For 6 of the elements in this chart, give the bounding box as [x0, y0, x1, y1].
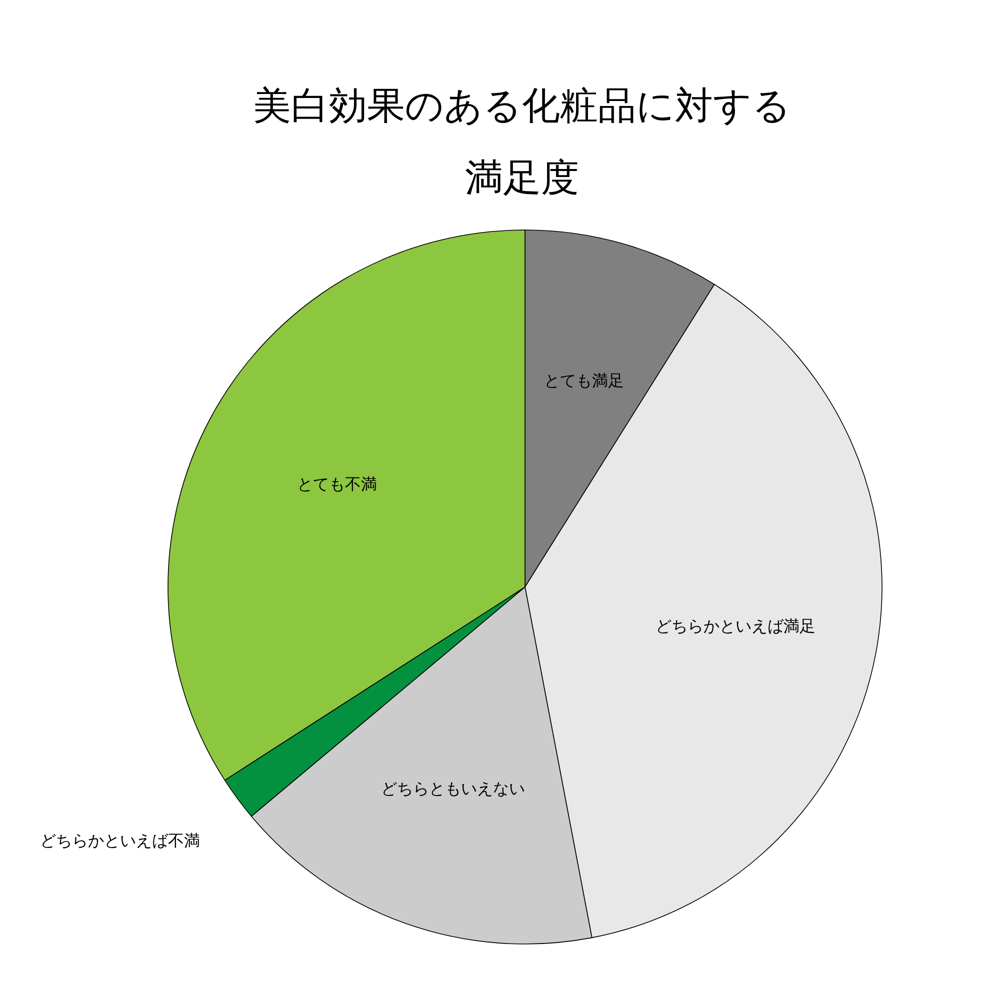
chart-title: 美白効果のある化粧品に対する満足度: [253, 83, 791, 200]
slice-label: どちらともいえない: [381, 778, 526, 798]
slice-label: とても満足: [544, 371, 624, 390]
slice-label: どちらかといえば不満: [40, 830, 200, 850]
slice-label: どちらかといえば満足: [656, 616, 816, 636]
slice-label: とても不満: [296, 474, 377, 494]
